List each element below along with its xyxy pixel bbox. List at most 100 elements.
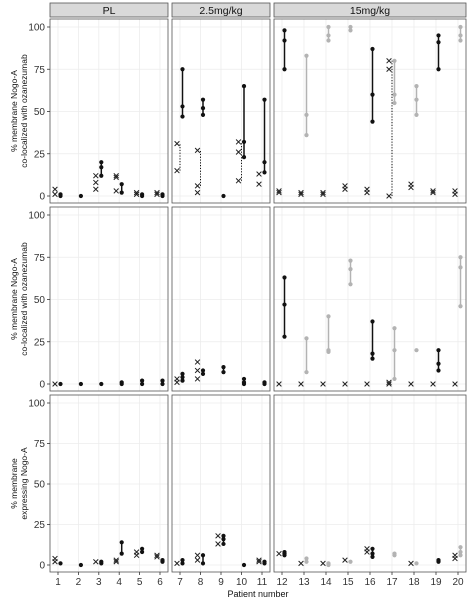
data-point-dot [436, 40, 441, 45]
data-point-dot [200, 97, 206, 102]
x-marker-stroke [364, 186, 370, 192]
y-tick-label: 0 [39, 380, 45, 391]
data-point-dot [304, 370, 309, 375]
data-point-x [364, 186, 370, 192]
data-point-dot [348, 266, 353, 272]
data-point-dot [370, 554, 375, 560]
x-tick-label: 5 [137, 577, 143, 588]
x-marker-stroke [235, 178, 242, 184]
data-point-x [194, 552, 201, 559]
y-tick-label: 50 [34, 295, 46, 306]
x-marker-stroke [298, 191, 304, 198]
data-point-dot [262, 97, 267, 102]
data-point-x [93, 559, 99, 565]
data-point-dot [180, 375, 185, 380]
data-point-dot [221, 541, 226, 547]
panel [49, 394, 169, 573]
data-point-x [452, 552, 458, 559]
data-point-x [174, 140, 180, 147]
data-layer [52, 255, 463, 387]
data-point-dot [458, 549, 463, 555]
x-marker-stroke [408, 181, 414, 187]
panel-border [49, 18, 169, 204]
data-point-dot [326, 348, 331, 353]
data-point-x [386, 379, 392, 386]
x-marker-stroke [93, 172, 99, 179]
y-axis-title: co-localized with ozanezumab [19, 242, 29, 356]
x-marker-stroke [276, 381, 282, 387]
data-point-dot [140, 192, 145, 197]
y-tick-label: 100 [28, 211, 45, 222]
data-point-dot [282, 67, 287, 72]
data-point-dot [180, 114, 185, 119]
panel [273, 18, 467, 204]
y-tick-label: 75 [34, 439, 46, 450]
data-point-dot [414, 348, 419, 353]
x-marker-stroke [452, 552, 458, 559]
panel-border [49, 206, 169, 392]
data-point-x [215, 541, 221, 547]
data-point-dot [160, 192, 165, 197]
data-point-x [276, 189, 282, 196]
data-point-x [113, 557, 119, 563]
x-marker-stroke [93, 186, 99, 192]
data-point-dot [221, 536, 226, 542]
data-point-dot [326, 38, 331, 43]
panel [273, 394, 467, 573]
y-tick-label: 25 [34, 337, 46, 348]
data-point-dot [392, 326, 397, 331]
data-point-x [93, 186, 99, 192]
data-point-dot [99, 559, 104, 564]
x-marker-stroke [93, 179, 99, 186]
data-point-dot [282, 275, 287, 280]
x-marker-stroke [174, 376, 180, 382]
x-marker-stroke [194, 147, 201, 154]
data-point-x [93, 179, 99, 186]
x-marker-stroke [194, 552, 201, 559]
data-point-dot [58, 381, 63, 387]
data-point-dot [348, 258, 353, 263]
data-point-x [342, 183, 348, 189]
x-marker-stroke [113, 188, 119, 194]
data-point-x [452, 381, 458, 387]
x-marker-stroke [52, 381, 58, 387]
data-point-dot [370, 319, 375, 324]
data-point-x [342, 557, 348, 563]
panel-background [50, 207, 168, 391]
data-point-x [113, 188, 119, 194]
data-point-x [256, 559, 262, 565]
x-marker-stroke [386, 193, 392, 199]
data-point-dot [99, 173, 104, 178]
data-point-dot [282, 302, 287, 307]
data-point-dot [180, 558, 185, 563]
x-marker-stroke [342, 381, 348, 387]
x-marker-stroke [320, 191, 326, 198]
x-tick-label: 19 [430, 577, 442, 588]
data-point-dot [200, 561, 206, 566]
data-point-dot [180, 561, 185, 566]
panel-border [49, 394, 169, 573]
data-point-x [174, 560, 180, 567]
data-point-dot [392, 100, 397, 106]
x-marker-stroke [386, 381, 392, 387]
x-marker-stroke [174, 140, 180, 147]
data-point-dot [458, 545, 463, 550]
data-point-dot [326, 561, 331, 566]
data-point-dot [414, 112, 419, 117]
x-tick-label: 15 [342, 577, 354, 588]
x-tick-label: 14 [320, 577, 332, 588]
data-point-dot [200, 553, 206, 558]
data-point-dot [282, 38, 287, 43]
x-marker-stroke [430, 189, 436, 196]
facet-strip-label: PL [103, 5, 116, 17]
x-marker-stroke [133, 191, 140, 198]
x-marker-stroke [320, 560, 326, 567]
x-tick-label: 7 [177, 577, 183, 588]
data-point-dot [140, 549, 145, 555]
data-point-x [113, 559, 119, 565]
data-point-dot [392, 92, 397, 97]
data-point-x [154, 191, 160, 198]
x-tick-label: 17 [386, 577, 398, 588]
x-tick-label: 11 [257, 577, 268, 588]
x-marker-stroke [174, 167, 180, 174]
